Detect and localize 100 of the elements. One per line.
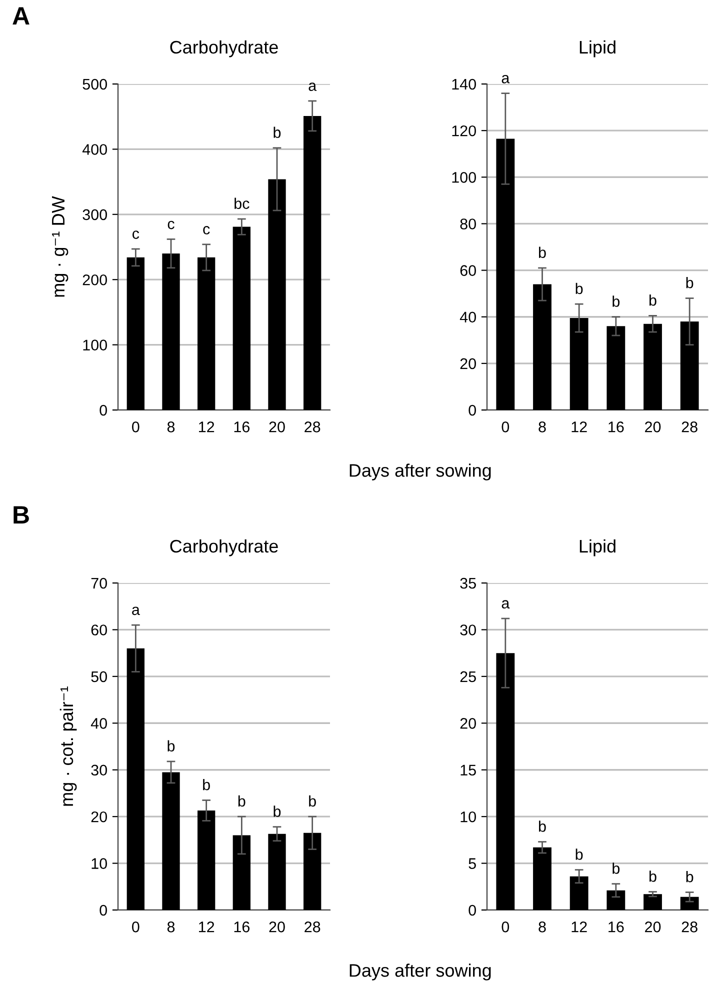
x-tick-label: 16 — [608, 422, 624, 432]
y-tick-label: 200 — [82, 274, 107, 286]
annotation: a — [502, 74, 510, 84]
x-tick-label: 0 — [132, 922, 140, 932]
bar — [533, 847, 552, 910]
y-tick-label: 0 — [100, 404, 107, 416]
y-tick-label: 10 — [460, 811, 476, 822]
x-tick-label: 28 — [304, 922, 320, 932]
bar — [304, 832, 322, 910]
y-axis-title: mg · g⁻¹ DW — [52, 196, 68, 297]
x-tick-label: 16 — [234, 422, 250, 432]
y-axis-title: mg · cot. pair⁻¹ — [60, 686, 77, 806]
y-tick-label: 300 — [82, 209, 107, 220]
bar — [268, 834, 286, 910]
x-tick-label: 0 — [132, 422, 140, 432]
bar — [232, 226, 250, 410]
bar — [162, 254, 180, 410]
bar — [496, 138, 515, 410]
annotation: b — [612, 296, 620, 307]
x-tick-label: 20 — [269, 922, 285, 932]
annotation: b — [649, 294, 656, 306]
y-tick-label: 15 — [460, 764, 476, 776]
x-tick-label: 16 — [234, 922, 250, 932]
annotation: b — [649, 870, 656, 882]
annotation: b — [576, 848, 583, 860]
x-tick-label: 12 — [199, 922, 214, 932]
y-tick-label: 40 — [460, 312, 476, 323]
y-tick-label: 100 — [452, 172, 476, 183]
x-tick-label: 16 — [608, 922, 624, 932]
bar — [570, 318, 588, 410]
y-tick-label: 30 — [460, 624, 476, 636]
y-tick-label: 5 — [468, 858, 476, 869]
chart-title: Carbohydrate — [170, 40, 278, 58]
bar — [126, 257, 144, 410]
x-tick-label: 8 — [167, 922, 175, 932]
x-tick-label: 28 — [682, 422, 698, 432]
annotation: b — [168, 740, 175, 752]
annotation: c — [168, 220, 174, 230]
x-axis-title: Days after sowing — [350, 964, 491, 980]
y-tick-label: 500 — [82, 78, 107, 90]
x-tick-label: 20 — [645, 422, 661, 432]
text: A — [12, 7, 30, 24]
y-tick-label: 60 — [460, 265, 476, 276]
y-tick-label: 140 — [452, 78, 476, 90]
text: B — [14, 506, 29, 524]
y-tick-label: 10 — [92, 858, 107, 869]
bar — [606, 890, 626, 910]
x-tick-label: 8 — [167, 422, 175, 432]
chart-title: Lipid — [580, 539, 616, 556]
annotation: b — [203, 779, 210, 790]
annotation: bc — [234, 198, 250, 209]
y-tick-label: 100 — [83, 340, 107, 350]
x-tick-label: 28 — [682, 922, 698, 932]
bar — [126, 648, 144, 910]
x-tick-label: 28 — [304, 422, 320, 432]
y-tick-label: 120 — [452, 125, 476, 136]
annotation: a — [502, 600, 510, 609]
bar — [162, 772, 180, 910]
annotation: b — [274, 806, 281, 817]
bar — [644, 324, 662, 410]
bar — [533, 284, 552, 410]
annotation: a — [308, 82, 317, 91]
y-tick-label: 70 — [91, 578, 107, 589]
x-tick-label: 12 — [572, 922, 587, 932]
x-tick-label: 20 — [645, 922, 661, 932]
x-axis-title: Days after sowing — [350, 464, 491, 480]
y-tick-label: 50 — [91, 671, 107, 682]
y-tick-label: 60 — [91, 624, 107, 636]
bar — [570, 876, 588, 910]
x-tick-label: 8 — [538, 922, 546, 932]
y-tick-label: 0 — [100, 904, 107, 916]
annotation: b — [612, 862, 620, 874]
y-tick-label: 400 — [82, 144, 107, 155]
chart-title: Carbohydrate — [170, 539, 278, 556]
annotation: b — [576, 282, 583, 294]
annotation: a — [132, 606, 140, 616]
y-tick-label: 20 — [460, 358, 476, 370]
x-tick-label: 12 — [199, 422, 214, 432]
y-tick-label: 20 — [91, 811, 107, 822]
annotation: b — [274, 126, 281, 138]
annotation: b — [309, 795, 316, 807]
y-tick-label: 80 — [460, 218, 476, 230]
bar — [268, 179, 286, 410]
bar — [304, 116, 322, 410]
y-tick-label: 30 — [91, 764, 107, 776]
bar — [680, 896, 699, 910]
x-tick-label: 20 — [269, 422, 285, 432]
bar — [496, 653, 515, 910]
bar — [232, 835, 250, 910]
bar — [680, 322, 699, 410]
bar — [644, 894, 662, 910]
y-tick-label: 0 — [468, 904, 476, 916]
chart-title: Lipid — [580, 40, 616, 58]
y-tick-label: 35 — [460, 578, 476, 589]
annotation: c — [132, 230, 140, 239]
annotation: c — [203, 226, 210, 234]
annotation: b — [686, 871, 694, 882]
x-tick-label: 12 — [572, 422, 587, 432]
annotation: b — [538, 246, 546, 258]
y-tick-label: 20 — [460, 718, 476, 729]
